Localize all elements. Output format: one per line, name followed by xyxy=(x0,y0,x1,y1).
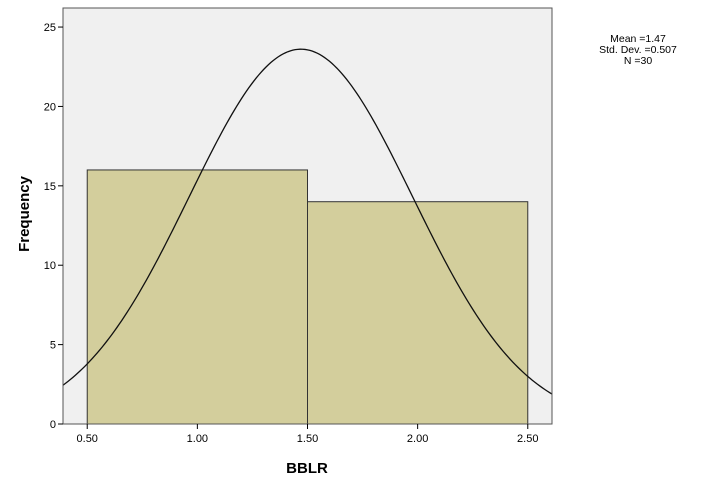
statistics-box: Mean =1.47 Std. Dev. =0.507 N =30 xyxy=(578,34,698,67)
histogram-bar-1 xyxy=(86,169,308,425)
y-tick-label: 15 xyxy=(44,181,56,193)
y-tick-label: 0 xyxy=(50,419,56,431)
y-tick-label: 20 xyxy=(44,101,56,113)
normal-curve xyxy=(62,48,553,395)
x-tick-label: 2.00 xyxy=(407,433,428,445)
x-axis: 0.50 1.00 1.50 2.00 2.50 xyxy=(77,424,538,445)
x-tick-label: 0.50 xyxy=(77,433,98,445)
y-tick-label: 5 xyxy=(50,340,56,352)
y-axis-title: Frequency xyxy=(16,175,33,252)
y-tick-label: 10 xyxy=(44,260,56,272)
y-tick-label: 25 xyxy=(44,22,56,34)
x-axis-title: BBLR xyxy=(286,460,328,477)
x-tick-label: 2.50 xyxy=(517,433,538,445)
n-stat: N =30 xyxy=(623,55,653,67)
histogram-bar-2 xyxy=(307,201,529,425)
mean-stat: Mean =1.47 xyxy=(610,33,666,45)
x-tick-label: 1.00 xyxy=(187,433,208,445)
y-axis: 0 5 10 15 20 25 xyxy=(44,22,63,431)
std-dev-stat: Std. Dev. =0.507 xyxy=(599,44,677,56)
x-tick-label: 1.50 xyxy=(297,433,318,445)
